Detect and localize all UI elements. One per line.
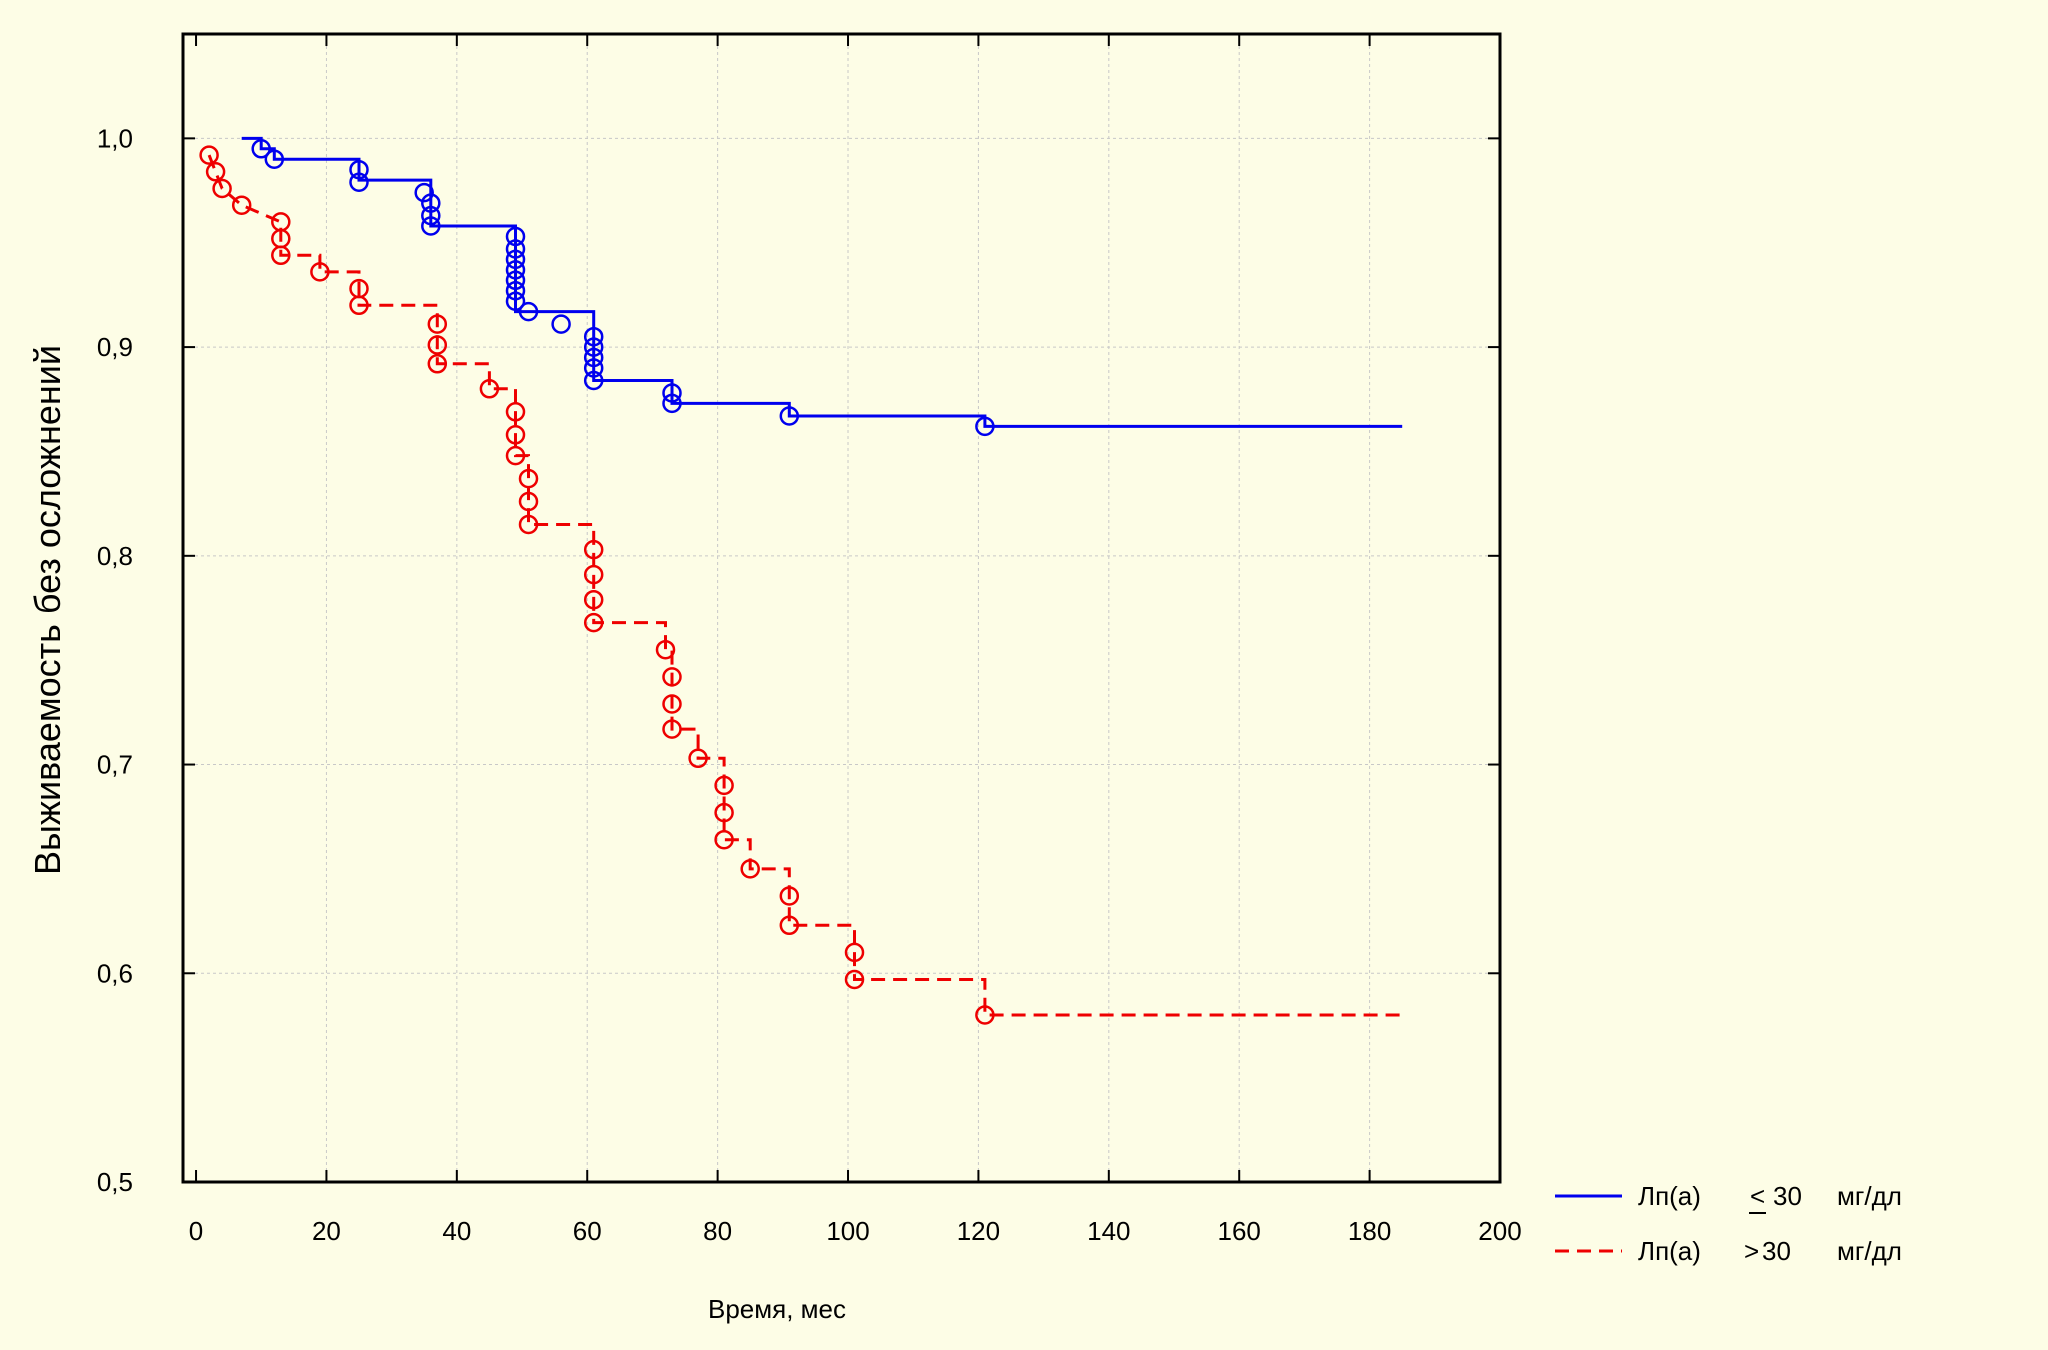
series-1-censor-marker [349,159,369,180]
series-2-line [207,154,1403,1017]
series-2-censor-marker [505,402,526,422]
series-2-censor-marker [427,335,448,355]
series-2-censor-marker [199,145,219,165]
series-1-censor-marker [505,249,526,270]
legend-unit-2: мг/дл [1837,1236,1902,1266]
series-2-censor-marker [479,379,500,399]
series-1-censor-marker [251,139,271,159]
y-tick-label: 0,9 [97,332,133,362]
series-2-censor-marker [349,295,369,316]
series-1-censor-marker [518,301,539,322]
series-2-censor-marker [662,667,682,687]
y-axis-title: Выживаемость без осложнений [27,345,68,875]
legend-threshold-1: 30 [1773,1181,1802,1211]
series-1-line [241,136,1403,428]
series-1-censor-marker [779,406,800,426]
x-tick-label: 120 [957,1216,1000,1246]
x-axis-title: Время, мес [708,1294,846,1324]
y-tick-label: 1,0 [97,123,133,153]
series-2-censor-marker [844,942,865,963]
series-2-censor-marker [583,539,604,560]
series-2-censor-marker [583,564,604,585]
series-2-censor-marker [779,915,800,936]
x-tick-label: 180 [1348,1216,1391,1246]
series-2-censor-marker [583,612,604,633]
grid-lines [183,34,1500,1183]
series-2-censor-marker [779,886,800,906]
x-tick-label: 100 [826,1216,869,1246]
series-2-censor-marker [518,491,539,512]
series-2-censor-marker [655,639,676,660]
series-1-censor-marker [583,337,604,357]
x-tick-label: 0 [189,1216,203,1246]
series-2-censor-marker [844,969,865,990]
series-2-censor-marker [688,748,708,769]
series-1-censor-marker [662,383,682,403]
series-1-censor-marker [583,326,604,347]
series-1-censor-marker [505,226,526,247]
series-2-censor-marker [662,694,682,714]
series-1-censor-marker [421,205,441,226]
y-tick-label: 0,8 [97,541,133,571]
series-1-censor-marker [505,260,526,280]
series-2-censor-marker [714,775,734,796]
series-2-censor-marker [583,589,604,610]
series-layer [199,136,1403,1025]
series-2-censor-marker [740,859,760,879]
series-1-censor-marker [505,280,526,301]
series-1-censor-marker [583,347,604,368]
series-1-censor-marker [505,291,526,311]
series-2-censor-marker [662,719,682,739]
x-tick-label: 200 [1478,1216,1521,1246]
y-tick-label: 0,7 [97,750,133,780]
legend-unit-1: мг/дл [1837,1181,1902,1211]
series-1-censor-marker [421,216,441,236]
y-tick-label: 0,5 [97,1167,133,1197]
series-2-censor-marker [518,514,539,535]
legend-threshold-2: 30 [1762,1236,1791,1266]
x-tick-label: 140 [1087,1216,1130,1246]
series-2-censor-marker [714,829,734,850]
series-1-censor-marker [551,314,571,334]
plot-frame [181,32,1502,1184]
legend-label-2: Лп(а) [1638,1236,1701,1266]
series-2-censor-marker [975,1005,995,1025]
series-2-censor-marker [505,445,526,466]
series-1-censor-marker [505,239,526,259]
legend: Лп(а) <30 мг/дл Лп(а) >30 мг/дл [1555,1181,1902,1266]
y-tick-label: 0,6 [97,958,133,988]
series-1-censor-marker [414,182,434,203]
series-1-censor-marker [583,370,604,391]
series-2-censor-marker [212,178,232,199]
series-1-censor-marker [349,172,369,192]
legend-symbol-2: > [1744,1236,1759,1266]
series-2-censor-marker [505,425,526,445]
series-2-censor-marker [231,195,252,215]
x-tick-label: 60 [573,1216,602,1246]
x-tick-label: 20 [312,1216,341,1246]
series-2-censor-marker [271,245,291,266]
axis-ticks: 0 20 40 60 80 100 120 140 160 180 200 0,5 0,6 0,7 0,8 0… [97,34,1522,1246]
series-1-censor-marker [583,358,604,378]
series-2-censor-marker [518,468,539,489]
series-2-censor-marker [427,354,448,374]
legend-label-1: Лп(а) [1638,1181,1701,1211]
series-1-censor-marker [505,270,526,291]
x-tick-label: 40 [442,1216,471,1246]
series-1-censor-marker [662,393,682,414]
series-1-censor-marker [421,193,441,213]
series-2-censor-marker [205,162,226,182]
x-tick-label: 80 [703,1216,732,1246]
series-1-censor-marker [975,416,995,437]
legend-symbol-1: < [1750,1181,1765,1211]
series-2-censor-marker [310,262,330,282]
x-tick-label: 160 [1218,1216,1261,1246]
series-2-censor-marker [427,314,448,334]
series-2-censor-marker [714,802,734,823]
series-1-censor-marker [264,149,285,169]
